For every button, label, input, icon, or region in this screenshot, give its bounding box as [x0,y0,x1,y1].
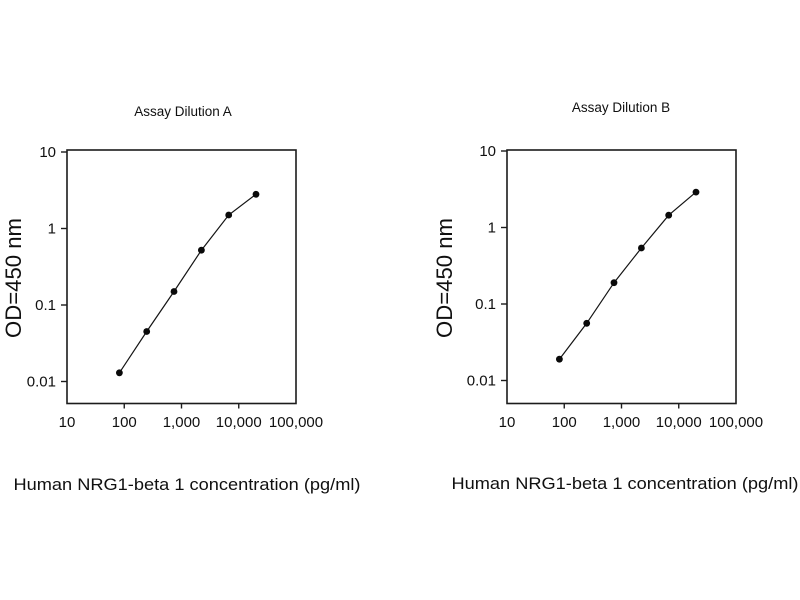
data-point-marker [198,246,205,254]
x-tick-label: 100,000 [709,414,763,431]
y-tick-label: 1 [488,220,496,237]
x-tick-label: 10 [59,414,76,431]
data-point-marker [252,190,260,198]
chart-b-data-series [556,188,700,363]
x-tick-label: 10 [499,414,516,431]
data-point-marker [583,319,591,327]
data-point-marker [143,328,151,335]
x-tick-label: 10,000 [216,414,262,431]
chart-a-y-axis-label: OD=450 nm [1,218,26,338]
x-tick-label: 10,000 [656,414,702,431]
data-point-marker [556,355,563,363]
standard-curve-line [558,191,697,360]
x-tick-label: 1,000 [163,414,201,431]
chart-assay-dilution-a: Assay Dilution A 10 100 1,000 10,000 100,000… [1,104,361,494]
chart-b-y-axis-label: OD=450 nm [432,218,457,338]
y-tick-label: 0.01 [27,374,56,391]
y-tick-label: 0.1 [35,297,56,314]
chart-b-title: Assay Dilution B [572,100,670,115]
data-point-marker [665,211,673,219]
chart-a-plot-area [66,149,297,405]
chart-assay-dilution-b: Assay Dilution B 10 100 1,000 10,000 100,000… [432,100,799,493]
chart-b-x-axis-label: Human NRG1-beta 1 concentration (pg/ml) [452,474,799,493]
chart-a-y-axis-ticks: 10 1 0.1 0.01 [27,144,67,391]
y-tick-label: 10 [479,143,496,160]
chart-a-data-series [116,190,260,377]
data-point-marker [225,211,233,219]
data-point-marker [116,369,123,377]
chart-a-x-axis-label: Human NRG1-beta 1 concentration (pg/ml) [14,475,361,494]
y-tick-label: 0.01 [467,373,496,390]
x-tick-label: 1,000 [603,414,641,431]
chart-b-plot-area [506,149,737,405]
chart-b-y-axis-ticks: 10 1 0.1 0.01 [467,143,507,390]
chart-b-x-axis-ticks: 10 100 1,000 10,000 100,000 [499,403,763,431]
chart-a-title: Assay Dilution A [134,104,232,119]
y-tick-label: 1 [48,221,56,238]
data-point-marker [638,244,645,252]
chart-a-x-axis-ticks: 10 100 1,000 10,000 100,000 [59,403,323,431]
data-point-marker [610,279,618,287]
x-tick-label: 100 [552,414,577,431]
x-tick-label: 100 [112,414,137,431]
y-tick-label: 0.1 [475,296,496,313]
standard-curve-line [118,193,257,374]
data-point-marker [692,188,700,196]
data-point-marker [170,288,178,295]
y-tick-label: 10 [39,144,56,161]
x-tick-label: 100,000 [269,414,323,431]
